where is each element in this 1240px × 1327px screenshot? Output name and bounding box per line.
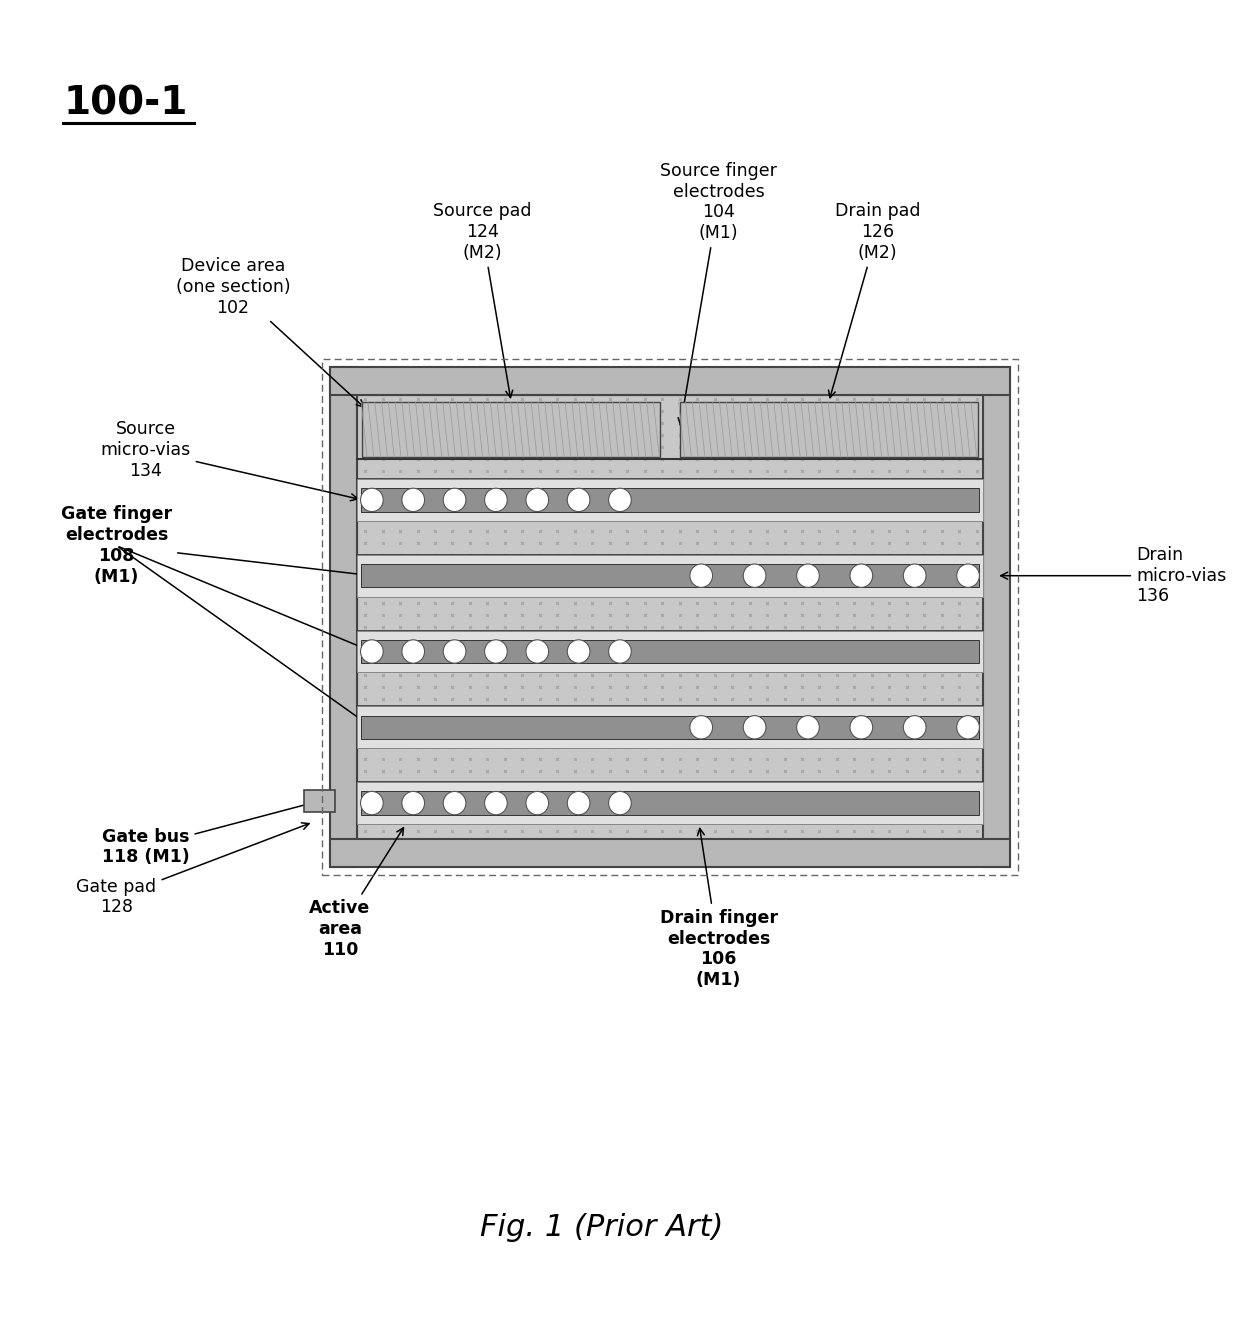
Circle shape	[526, 640, 548, 664]
Bar	[304, 790, 335, 812]
Circle shape	[904, 564, 926, 588]
Text: Active
area
110: Active area 110	[309, 828, 403, 959]
Text: Gate bus
118 (M1): Gate bus 118 (M1)	[102, 800, 315, 867]
Text: Source finger
electrodes
104
(M1): Source finger electrodes 104 (M1)	[660, 162, 777, 425]
Text: Source pad
124
(M2): Source pad 124 (M2)	[433, 202, 531, 398]
Circle shape	[796, 715, 820, 739]
Bar	[982, 368, 1009, 867]
Circle shape	[402, 640, 424, 664]
Circle shape	[485, 640, 507, 664]
Text: Drain
micro-vias
136: Drain micro-vias 136	[1001, 545, 1226, 605]
Circle shape	[957, 715, 980, 739]
Circle shape	[609, 488, 631, 512]
Bar	[330, 368, 1009, 395]
Circle shape	[567, 640, 590, 664]
Circle shape	[849, 715, 873, 739]
Bar	[357, 630, 982, 673]
Circle shape	[361, 488, 383, 512]
Bar	[357, 395, 982, 839]
Bar	[361, 564, 978, 588]
Bar	[361, 488, 978, 512]
Circle shape	[957, 564, 980, 588]
Bar	[330, 839, 1009, 867]
Circle shape	[443, 640, 466, 664]
Circle shape	[567, 488, 590, 512]
Circle shape	[689, 715, 713, 739]
Text: Drain pad
126
(M2): Drain pad 126 (M2)	[828, 202, 920, 398]
Bar	[361, 715, 978, 739]
Bar	[361, 640, 978, 664]
Circle shape	[743, 715, 766, 739]
Circle shape	[361, 640, 383, 664]
Circle shape	[796, 564, 820, 588]
Bar	[361, 791, 978, 815]
Circle shape	[526, 488, 548, 512]
Circle shape	[402, 488, 424, 512]
Text: Fig. 1 (Prior Art): Fig. 1 (Prior Art)	[480, 1213, 724, 1242]
Circle shape	[485, 488, 507, 512]
Circle shape	[443, 791, 466, 815]
Bar	[357, 782, 982, 824]
Bar	[357, 479, 982, 520]
Text: Gate pad
128: Gate pad 128	[77, 823, 309, 917]
Circle shape	[609, 791, 631, 815]
Circle shape	[904, 715, 926, 739]
Circle shape	[526, 791, 548, 815]
Circle shape	[485, 791, 507, 815]
Bar	[322, 360, 1018, 874]
Circle shape	[361, 791, 383, 815]
Circle shape	[743, 564, 766, 588]
Circle shape	[609, 640, 631, 664]
Text: Drain finger
electrodes
106
(M1): Drain finger electrodes 106 (M1)	[660, 828, 777, 989]
Circle shape	[443, 488, 466, 512]
Bar	[357, 706, 982, 748]
Circle shape	[849, 564, 873, 588]
Circle shape	[689, 564, 713, 588]
Text: Device area
(one section)
102: Device area (one section) 102	[176, 257, 363, 407]
Bar	[680, 402, 978, 456]
Circle shape	[567, 791, 590, 815]
Bar	[330, 368, 357, 867]
Bar	[362, 402, 660, 456]
Text: 100-1: 100-1	[63, 85, 187, 123]
Circle shape	[402, 791, 424, 815]
Text: Source
micro-vias
134: Source micro-vias 134	[100, 421, 358, 500]
Bar	[357, 555, 982, 597]
Text: Gate finger
electrodes
108
(M1): Gate finger electrodes 108 (M1)	[61, 506, 367, 587]
